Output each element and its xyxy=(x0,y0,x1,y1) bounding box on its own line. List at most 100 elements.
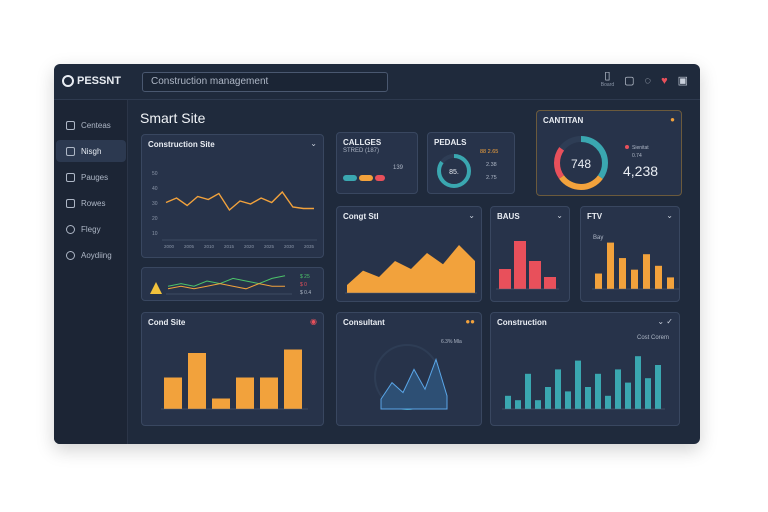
bar xyxy=(655,265,662,289)
bar xyxy=(625,382,631,409)
mini-series-orange xyxy=(167,283,285,290)
sidebar-item-4[interactable]: Rowes xyxy=(56,192,126,214)
sidebar-label: Flegy xyxy=(81,224,101,234)
mini-trend-card: $ 25 $ 0 $ 0.4 xyxy=(141,267,324,301)
bar xyxy=(164,377,182,409)
pedals-l3: 2.75 xyxy=(486,175,497,181)
status-dot-icon: ◉ xyxy=(310,317,317,326)
consultant-legend: 6.3% Mla xyxy=(441,339,462,345)
y-tick-label: 50 xyxy=(152,171,158,177)
cantitan-donut: 748 Sienitat 0.74 4,238 xyxy=(554,136,658,190)
sidebar: Centeas Nisgh Pauges Rowes Flegy Aoydiin… xyxy=(54,100,128,444)
bar xyxy=(236,377,254,409)
pedals-arc xyxy=(437,154,471,188)
card-title: CANTITAN xyxy=(543,116,584,125)
card-title: CALLGES xyxy=(343,138,382,147)
sidebar-label: Nisgh xyxy=(81,146,102,156)
site-bars-card: Cond Site ◉ xyxy=(141,312,324,426)
bar xyxy=(619,258,626,289)
search-input[interactable]: Construction management xyxy=(142,72,388,92)
bar xyxy=(655,365,661,409)
chevron-down-icon[interactable]: ⌄ xyxy=(666,211,673,220)
construction-card: Construction ⌄ ✓ Cost Corem xyxy=(490,312,680,426)
bar xyxy=(605,395,611,409)
x-tick-label: 2015 xyxy=(224,244,235,249)
status-dot-icon: ● xyxy=(670,115,675,124)
callouts-value: 139 xyxy=(392,165,403,171)
board-button[interactable]: ▯ Board xyxy=(600,70,615,89)
construction-legend: Cost Corem xyxy=(636,335,669,341)
cantitan-legend: Sienitat xyxy=(632,145,649,151)
bar xyxy=(555,369,561,409)
bar xyxy=(515,400,521,409)
pedals-card: PEDALS 85. 88 2.65 2.38 2.75 xyxy=(427,132,515,194)
card-title: FTV xyxy=(587,212,603,221)
bar xyxy=(212,398,230,409)
logo-icon xyxy=(62,75,74,87)
bar xyxy=(565,391,571,409)
y-tick-label: 20 xyxy=(152,216,158,222)
x-tick-label: 2035 xyxy=(304,244,315,249)
bar xyxy=(585,387,591,409)
bar xyxy=(535,400,541,409)
bar xyxy=(595,273,602,289)
image-icon[interactable]: ▣ xyxy=(677,74,688,87)
alarm-icon[interactable]: ◌ xyxy=(644,74,652,87)
bar xyxy=(631,269,638,289)
sidebar-item-3[interactable]: Pauges xyxy=(56,166,126,188)
bars-red-chart xyxy=(496,241,559,290)
bars-red-card: BAUS ⌄ xyxy=(490,206,570,302)
x-tick-label: 2000 xyxy=(164,244,175,249)
chevron-down-icon[interactable]: ⌄ ✓ xyxy=(657,317,673,326)
sidebar-item-5[interactable]: Flegy xyxy=(56,218,126,240)
chevron-down-icon[interactable]: ⌄ xyxy=(310,139,317,148)
warning-icon xyxy=(150,282,162,294)
area-chart-card: Congt Stl ⌄ xyxy=(336,206,482,302)
doc-icon xyxy=(66,172,75,182)
consultant-series xyxy=(380,357,448,410)
card-title: Construction xyxy=(497,318,547,327)
mini-legend-3: $ 0.4 xyxy=(300,290,311,296)
sidebar-item-2[interactable]: Nisgh xyxy=(56,140,126,162)
bar xyxy=(595,373,601,409)
pedals-l2: 2.38 xyxy=(486,162,497,168)
list-icon xyxy=(66,146,75,156)
status-dots-icon: ●● xyxy=(465,317,475,326)
bar xyxy=(499,269,511,289)
sidebar-label: Pauges xyxy=(81,172,109,182)
sidebar-label: Centeas xyxy=(81,120,111,130)
construction-chart xyxy=(502,356,665,410)
card-title: PEDALS xyxy=(434,138,467,147)
mini-trend-chart: $ 25 $ 0 $ 0.4 xyxy=(150,274,311,296)
bar xyxy=(505,395,511,409)
pill-red xyxy=(375,175,385,181)
gauge-icon xyxy=(66,224,75,234)
card-title: Cond Site xyxy=(148,318,186,327)
x-tick-label: 2005 xyxy=(184,244,195,249)
pedals-donut: 85. 88 2.65 2.38 2.75 xyxy=(437,149,498,188)
cantitan-card: CANTITAN ● 748 Sienitat 0.74 4,238 xyxy=(536,110,682,196)
mini-legend-2: $ 0 xyxy=(300,282,307,288)
sidebar-label: Rowes xyxy=(81,198,106,208)
bar xyxy=(544,277,556,289)
pedals-l1: 88 2.65 xyxy=(480,149,498,155)
bar xyxy=(529,261,541,289)
chevron-down-icon[interactable]: ⌄ xyxy=(468,211,475,220)
y-tick-label: 10 xyxy=(152,231,158,237)
bars-orange-chart xyxy=(592,242,679,290)
callouts-subtitle: STRED (187) xyxy=(343,148,380,154)
board-label: Board xyxy=(600,82,615,88)
app-logo[interactable]: PESSNT xyxy=(62,75,121,87)
heart-icon[interactable]: ♥ xyxy=(661,74,668,87)
card-title: BAUS xyxy=(497,212,520,221)
card-title: Consultant xyxy=(343,318,385,327)
area-chart xyxy=(345,245,477,294)
bar xyxy=(525,373,531,409)
calendar-icon[interactable]: ▢ xyxy=(624,74,635,87)
x-tick-label: 2025 xyxy=(264,244,275,249)
sidebar-item-1[interactable]: Centeas xyxy=(56,114,126,136)
callouts-pills xyxy=(343,175,385,181)
sidebar-item-6[interactable]: Aoydiing xyxy=(56,244,126,266)
chevron-down-icon[interactable]: ⌄ xyxy=(556,211,563,220)
bar xyxy=(615,369,621,409)
